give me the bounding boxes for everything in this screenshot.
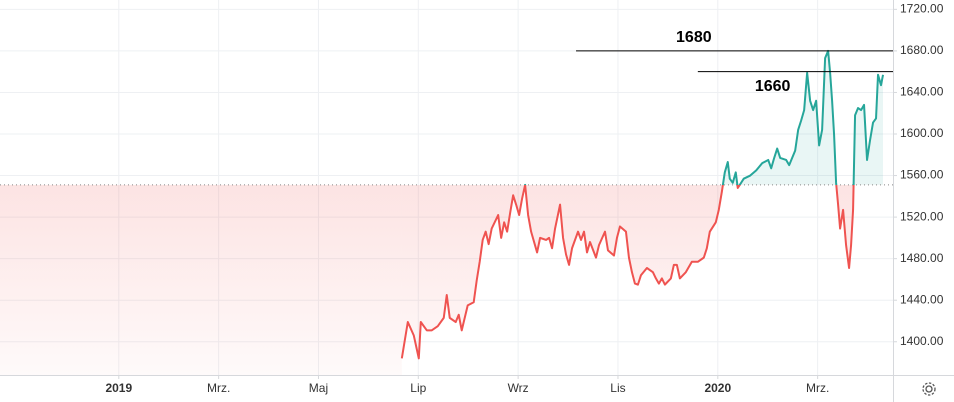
x-tick-label: Mrz. [806,381,829,395]
x-tick-label: Maj [309,381,328,395]
x-tick-label: Lip [410,381,426,395]
x-tick-label: Lis [610,381,625,395]
y-tick-label: 1600.00 [900,126,944,140]
settings-icon[interactable] [922,382,936,396]
settings-icon-center [925,385,933,393]
annotation-label: 1680 [676,29,712,46]
y-tick-label: 1560.00 [900,168,944,182]
annotation-label: 1660 [755,78,791,95]
y-tick-label: 1520.00 [900,209,944,223]
baseline-fill-left [0,184,402,375]
x-tick-label: Mrz. [207,381,230,395]
settings-icon-cog [922,382,936,396]
y-tick-label: 1440.00 [900,292,944,306]
y-tick-label: 1480.00 [900,251,944,265]
area-down [401,184,884,359]
fill-layer [0,50,893,375]
line-layer: 1680 1660 [400,29,893,360]
x-tick-label: 2020 [704,381,731,395]
y-tick-label: 1720.00 [900,2,944,16]
y-tick-label: 1640.00 [900,85,944,99]
x-tick-label: 2019 [105,381,132,395]
y-tick-label: 1680.00 [900,43,944,57]
y-tick-label: 1400.00 [900,334,944,348]
x-tick-label: Wrz [508,381,529,395]
